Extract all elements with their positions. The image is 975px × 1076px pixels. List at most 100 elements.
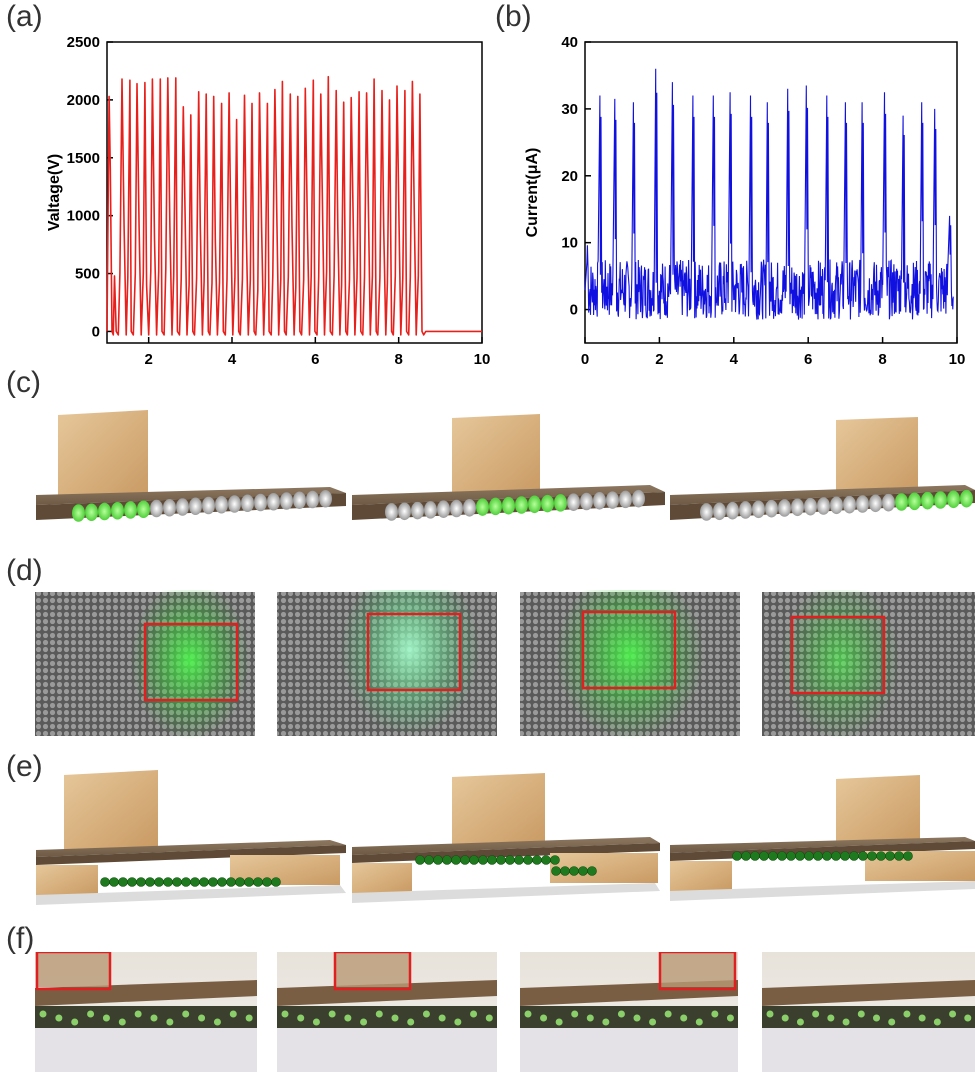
green-ball bbox=[876, 851, 886, 861]
highlight-box bbox=[658, 952, 737, 991]
x-tick-label: 8 bbox=[394, 351, 402, 368]
ball bbox=[312, 1018, 320, 1026]
ball bbox=[796, 1018, 804, 1026]
ball-layer bbox=[277, 1006, 497, 1028]
glowing-ball bbox=[124, 501, 137, 519]
x-tick-label: 10 bbox=[949, 351, 966, 368]
ball bbox=[580, 492, 593, 511]
ball bbox=[166, 1018, 174, 1026]
green-ball bbox=[523, 855, 533, 865]
ball bbox=[87, 1010, 95, 1018]
panel-label-b: (b) bbox=[495, 0, 532, 33]
ball bbox=[619, 490, 632, 509]
panel-label-d: (d) bbox=[6, 554, 43, 587]
green-ball bbox=[271, 877, 281, 887]
ball bbox=[176, 498, 189, 516]
ball bbox=[407, 1018, 415, 1026]
green-ball bbox=[199, 877, 209, 887]
green-ball bbox=[262, 877, 272, 887]
ball bbox=[726, 1014, 734, 1022]
ball bbox=[633, 1014, 641, 1022]
green-ball bbox=[885, 851, 895, 861]
ball bbox=[869, 494, 882, 513]
ball bbox=[470, 1010, 478, 1018]
ball-layer bbox=[35, 1006, 257, 1028]
y-tick-label: 1500 bbox=[67, 150, 100, 167]
ball bbox=[202, 496, 215, 515]
y-tick-label: 30 bbox=[561, 101, 578, 118]
highlight-box bbox=[35, 952, 112, 991]
ball bbox=[778, 499, 791, 517]
wood-block bbox=[660, 952, 735, 987]
ball bbox=[297, 1014, 305, 1022]
green-ball bbox=[424, 855, 434, 865]
ball bbox=[617, 1010, 625, 1018]
green-ball bbox=[750, 851, 760, 861]
ball bbox=[949, 1010, 957, 1018]
ball bbox=[328, 1010, 336, 1018]
ball bbox=[215, 495, 228, 514]
green-ball bbox=[786, 851, 796, 861]
green-ball bbox=[795, 851, 805, 861]
panel-label-a: (a) bbox=[6, 0, 43, 33]
green-ball bbox=[469, 855, 479, 865]
green-ball bbox=[172, 877, 182, 887]
green-ball bbox=[154, 877, 164, 887]
ball bbox=[739, 501, 752, 519]
luminous-photo-row bbox=[35, 590, 975, 740]
ball bbox=[189, 497, 202, 516]
ball bbox=[752, 500, 765, 519]
voltage-chart: 24681005001000150020002500Time(s)Valtage… bbox=[46, 34, 490, 368]
ball bbox=[71, 1018, 79, 1026]
ball-layer bbox=[762, 1006, 975, 1028]
plot-frame bbox=[106, 41, 483, 344]
photo-f4 bbox=[762, 952, 975, 1072]
schematic-c1 bbox=[36, 410, 346, 522]
glowing-ball bbox=[98, 502, 111, 521]
floor bbox=[762, 1028, 975, 1072]
y-tick-label: 40 bbox=[561, 34, 578, 51]
green-ball bbox=[190, 877, 200, 887]
ball bbox=[213, 1018, 221, 1026]
ball bbox=[964, 1014, 972, 1022]
green-ball bbox=[217, 877, 227, 887]
ball bbox=[385, 503, 398, 521]
y-tick-label: 2000 bbox=[67, 92, 100, 109]
ball bbox=[781, 1014, 789, 1022]
ball bbox=[713, 502, 726, 521]
plot-frame bbox=[584, 41, 958, 344]
schematic-c2 bbox=[352, 414, 665, 521]
green-ball bbox=[894, 851, 904, 861]
green-ball bbox=[487, 855, 497, 865]
ball bbox=[360, 1018, 368, 1026]
ball bbox=[422, 1010, 430, 1018]
ball bbox=[438, 1014, 446, 1022]
green-ball bbox=[451, 855, 461, 865]
ball bbox=[485, 1014, 493, 1022]
x-tick-label: 8 bbox=[878, 351, 886, 368]
ball bbox=[830, 496, 843, 515]
ball bbox=[163, 498, 176, 517]
glowing-ball bbox=[515, 496, 528, 514]
photo-f2 bbox=[277, 952, 497, 1072]
green-ball bbox=[433, 855, 443, 865]
green-ball bbox=[109, 877, 119, 887]
green-ball bbox=[541, 855, 551, 865]
ball bbox=[391, 1014, 399, 1022]
ball bbox=[918, 1014, 926, 1022]
x-tick-label: 6 bbox=[804, 351, 812, 368]
wood-block bbox=[335, 952, 410, 987]
ball bbox=[463, 499, 476, 517]
ball bbox=[39, 1010, 47, 1018]
ball bbox=[664, 1010, 672, 1018]
ball bbox=[791, 498, 804, 517]
green-ball bbox=[460, 855, 470, 865]
green-ball bbox=[496, 855, 506, 865]
ball bbox=[700, 503, 713, 521]
y-tick-label: 20 bbox=[561, 168, 578, 185]
green-ball bbox=[560, 866, 570, 876]
green-ball bbox=[822, 851, 832, 861]
photo-f3 bbox=[520, 952, 738, 1072]
green-ball bbox=[551, 866, 561, 876]
ball bbox=[873, 1014, 880, 1022]
